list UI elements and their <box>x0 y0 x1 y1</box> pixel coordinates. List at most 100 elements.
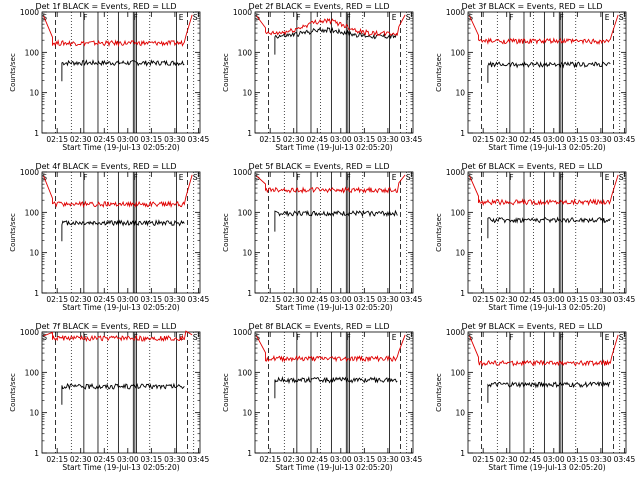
y-axis-label: Counts/sec <box>9 373 17 412</box>
plot-frame <box>41 11 201 134</box>
x-tick-label: 02:45 <box>519 135 541 144</box>
y-axis-label: Counts/sec <box>222 213 230 252</box>
y-axis-label: Counts/sec <box>435 373 443 412</box>
marker-letter: F <box>133 13 137 22</box>
y-tick-label: 1000 <box>233 328 252 337</box>
chart-panel: Det 7f BLACK = Events, RED = LLD 1 10 100 10… <box>9 322 209 472</box>
y-tick-label: 10 <box>455 249 465 258</box>
x-tick-label: 03:45 <box>614 455 636 464</box>
marker-letter: F <box>346 333 350 342</box>
x-tick-label: 03:15 <box>141 295 163 304</box>
x-tick-label: 02:15 <box>259 135 281 144</box>
series-line-lld <box>469 334 619 367</box>
y-axis-label: Counts/sec <box>9 213 17 252</box>
y-axis-label: Counts/sec <box>435 213 443 252</box>
marker-letter: E <box>179 333 184 342</box>
x-tick-label: 03:45 <box>401 455 423 464</box>
x-tick-label: 03:15 <box>354 455 376 464</box>
x-tick-label: 03:30 <box>164 455 186 464</box>
y-tick-label: 1000 <box>446 328 465 337</box>
x-tick-label: 02:15 <box>46 135 68 144</box>
x-tick-label: 02:30 <box>283 135 305 144</box>
series-line-events <box>61 59 185 82</box>
plot-frame <box>254 11 414 134</box>
y-tick-label: 1 <box>247 289 252 298</box>
plot-frame <box>254 171 414 294</box>
marker-letter: E <box>179 13 184 22</box>
x-tick-label: 03:15 <box>567 455 589 464</box>
x-tick-label: 03:30 <box>377 295 399 304</box>
x-tick-label: 03:00 <box>330 135 352 144</box>
plot-frame <box>467 171 627 294</box>
series-line-events <box>487 381 611 403</box>
chart-panel: Det 4f BLACK = Events, RED = LLD 1 10 100 10… <box>9 162 209 312</box>
x-tick-label: 02:30 <box>70 295 92 304</box>
x-axis-label: Start Time (19-Jul-13 02:05:20) <box>275 303 392 312</box>
series-line-lld <box>469 14 619 46</box>
y-tick-label: 10 <box>242 89 252 98</box>
x-tick-label: 03:00 <box>330 455 352 464</box>
marker-letter: S <box>406 173 411 182</box>
series-line-events <box>487 216 611 239</box>
y-tick-label: 10 <box>455 409 465 418</box>
x-tick-label: 02:30 <box>496 455 518 464</box>
series-line-lld <box>43 14 193 48</box>
marker-letter: E <box>605 333 610 342</box>
marker-letter: F <box>509 13 513 22</box>
y-tick-label: 100 <box>238 368 253 377</box>
series-line-lld <box>256 334 406 363</box>
x-tick-label: 03:00 <box>330 295 352 304</box>
y-tick-label: 1 <box>460 449 465 458</box>
x-tick-label: 03:15 <box>567 295 589 304</box>
series-line-lld <box>256 14 406 37</box>
x-tick-label: 02:30 <box>496 295 518 304</box>
y-tick-label: 10 <box>242 409 252 418</box>
y-tick-label: 1000 <box>446 8 465 17</box>
y-tick-label: 1 <box>460 129 465 138</box>
marker-letter: F <box>559 13 563 22</box>
x-tick-label: 02:15 <box>46 295 68 304</box>
marker-letter: F <box>346 13 350 22</box>
x-tick-label: 03:30 <box>377 135 399 144</box>
marker-letter: S <box>619 13 624 22</box>
marker-letter: S <box>619 333 624 342</box>
plot-frame <box>467 11 627 134</box>
chart-panel: Det 8f BLACK = Events, RED = LLD 1 10 100 10… <box>222 322 422 472</box>
y-axis-label: Counts/sec <box>222 373 230 412</box>
marker-letter: E <box>179 173 184 182</box>
series-line-lld <box>43 174 193 209</box>
series-line-lld <box>256 174 406 194</box>
marker-letter: F <box>296 13 300 22</box>
chart-panel: Det 1f BLACK = Events, RED = LLD 1 10 100 10… <box>9 2 209 152</box>
x-tick-label: 02:30 <box>70 135 92 144</box>
series-line-events <box>61 382 185 405</box>
chart-title: Det 8f BLACK = Events, RED = LLD <box>248 322 389 331</box>
marker-letter: E <box>392 13 397 22</box>
marker-letter: F <box>559 173 563 182</box>
x-tick-label: 02:45 <box>93 455 115 464</box>
x-tick-label: 03:00 <box>543 135 565 144</box>
y-tick-label: 1000 <box>233 168 252 177</box>
x-tick-label: 02:30 <box>70 455 92 464</box>
x-tick-label: 02:45 <box>93 295 115 304</box>
x-tick-label: 03:30 <box>590 295 612 304</box>
series-line-lld <box>469 174 619 207</box>
y-tick-label: 10 <box>455 89 465 98</box>
chart-title: Det 3f BLACK = Events, RED = LLD <box>461 2 602 11</box>
x-tick-label: 03:30 <box>164 135 186 144</box>
x-tick-label: 02:15 <box>259 455 281 464</box>
marker-letter: S <box>193 13 198 22</box>
y-tick-label: 100 <box>25 48 40 57</box>
marker-letter: S <box>42 13 47 22</box>
marker-letter: F <box>509 333 513 342</box>
chart-title: Det 9f BLACK = Events, RED = LLD <box>461 322 602 331</box>
x-axis-label: Start Time (19-Jul-13 02:05:20) <box>62 463 179 472</box>
x-tick-label: 02:15 <box>46 455 68 464</box>
y-tick-label: 10 <box>29 249 39 258</box>
chart-panel: Det 3f BLACK = Events, RED = LLD 1 10 100 10… <box>435 2 635 152</box>
x-tick-label: 02:15 <box>472 295 494 304</box>
x-tick-label: 03:15 <box>141 135 163 144</box>
x-tick-label: 03:45 <box>401 295 423 304</box>
